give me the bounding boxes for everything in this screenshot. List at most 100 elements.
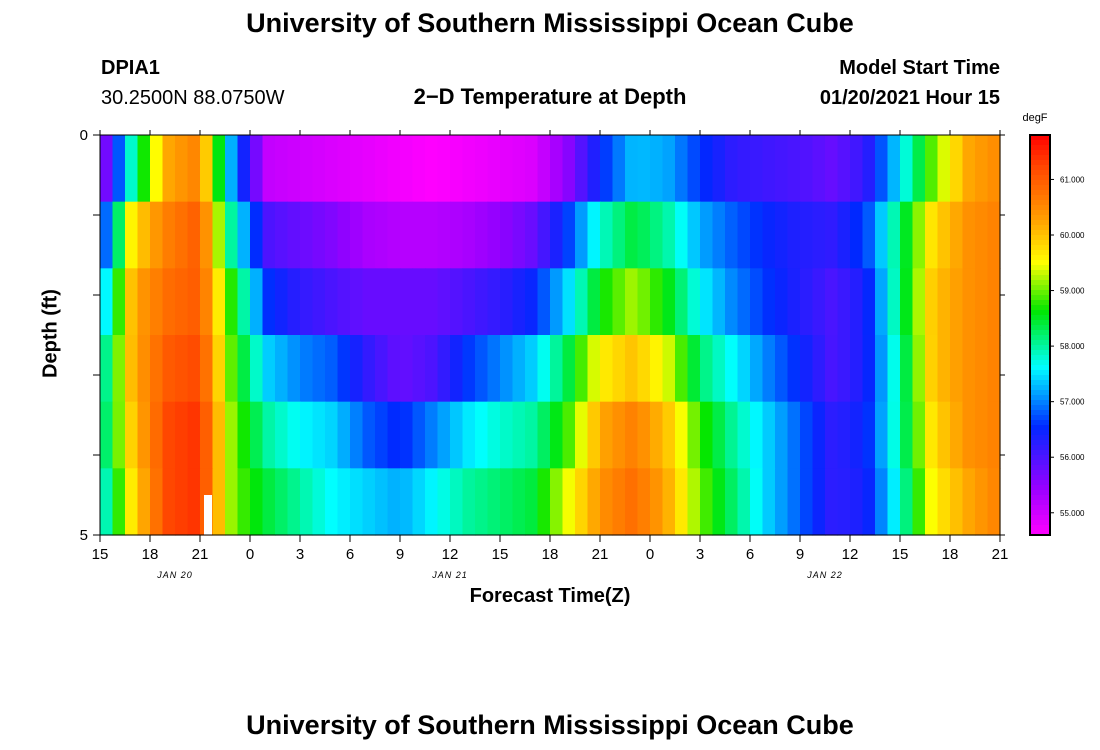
heatmap-cell <box>300 268 314 336</box>
heatmap-cell <box>337 468 351 536</box>
heatmap-cell <box>625 268 639 336</box>
heatmap-cell <box>212 401 226 469</box>
colorbar-swatch <box>1030 280 1050 286</box>
heatmap-cell <box>550 268 564 336</box>
heatmap-cell <box>725 468 739 536</box>
x-tick-label: 9 <box>396 546 404 563</box>
heatmap-cell <box>350 335 364 403</box>
heatmap-cell <box>325 468 339 536</box>
heatmap-cell <box>250 335 264 403</box>
heatmap-cell <box>825 201 839 269</box>
colorbar-swatch <box>1030 345 1050 351</box>
heatmap-cell <box>987 401 1001 469</box>
heatmap-cell <box>825 335 839 403</box>
heatmap-cell <box>637 201 651 269</box>
heatmap-cell <box>112 268 126 336</box>
heatmap-cell <box>850 335 864 403</box>
colorbar-swatch <box>1030 450 1050 456</box>
heatmap-cell <box>437 268 451 336</box>
heatmap-cell <box>725 268 739 336</box>
heatmap-cell <box>487 335 501 403</box>
heatmap-cell <box>762 201 776 269</box>
heatmap-cell <box>312 468 326 536</box>
heatmap-cell <box>800 401 814 469</box>
colorbar-swatch <box>1030 285 1050 291</box>
heatmap-cell <box>662 201 676 269</box>
heatmap-cell <box>462 335 476 403</box>
heatmap-cell <box>412 401 426 469</box>
heatmap-cell <box>175 135 189 203</box>
heatmap-cell <box>362 401 376 469</box>
heatmap-cell <box>437 335 451 403</box>
colorbar-swatch <box>1030 265 1050 271</box>
heatmap-cell <box>162 401 176 469</box>
colorbar-swatch <box>1030 405 1050 411</box>
x-tick-label: 12 <box>842 546 859 563</box>
colorbar-swatch <box>1030 275 1050 281</box>
heatmap-cell <box>400 268 414 336</box>
heatmap-cell <box>375 135 389 203</box>
heatmap-cell <box>125 335 139 403</box>
heatmap-cell <box>562 335 576 403</box>
heatmap-cell <box>587 135 601 203</box>
heatmap-cell <box>187 401 201 469</box>
colorbar-swatch <box>1030 245 1050 251</box>
heatmap-cell <box>962 468 976 536</box>
heatmap-cell <box>212 201 226 269</box>
heatmap-cell <box>412 468 426 536</box>
colorbar-tick-label: 58.000 <box>1060 342 1085 351</box>
heatmap-cell <box>162 468 176 536</box>
heatmap-cell <box>887 335 901 403</box>
colorbar-swatch <box>1030 250 1050 256</box>
heatmap-cell <box>612 335 626 403</box>
heatmap-cell <box>287 401 301 469</box>
heatmap-cell <box>650 135 664 203</box>
heatmap-cell <box>787 268 801 336</box>
heatmap-cell <box>662 135 676 203</box>
heatmap-cell <box>200 135 214 203</box>
heatmap-cell <box>337 135 351 203</box>
colorbar-swatch <box>1030 300 1050 306</box>
heatmap-cell <box>837 335 851 403</box>
heatmap-cell <box>600 268 614 336</box>
heatmap-cell <box>387 468 401 536</box>
heatmap-cell <box>900 335 914 403</box>
heatmap-cell <box>562 468 576 536</box>
heatmap-cell <box>375 401 389 469</box>
heatmap-cell <box>362 335 376 403</box>
colorbar-swatch <box>1030 375 1050 381</box>
x-tick-label: 18 <box>542 546 559 563</box>
heatmap-cell <box>600 335 614 403</box>
heatmap-cell <box>137 135 151 203</box>
heatmap-cell <box>750 335 764 403</box>
colorbar-swatch <box>1030 365 1050 371</box>
heatmap-cell <box>437 201 451 269</box>
heatmap-cell <box>237 268 251 336</box>
heatmap-cell <box>925 468 939 536</box>
heatmap-cell <box>262 135 276 203</box>
heatmap-cell <box>762 401 776 469</box>
colorbar-swatch <box>1030 205 1050 211</box>
heatmap-cell <box>525 135 539 203</box>
heatmap-cell <box>600 201 614 269</box>
heatmap-cell <box>700 335 714 403</box>
colorbar-swatch <box>1030 440 1050 446</box>
colorbar-swatch <box>1030 410 1050 416</box>
heatmap-cell <box>912 135 926 203</box>
heatmap-cell <box>900 268 914 336</box>
heatmap-cell <box>662 401 676 469</box>
heatmap-cell <box>312 201 326 269</box>
heatmap-cell <box>500 401 514 469</box>
heatmap-cell <box>462 135 476 203</box>
heatmap-cell <box>475 201 489 269</box>
heatmap-cell <box>237 201 251 269</box>
heatmap-cell <box>512 135 526 203</box>
heatmap-cell <box>125 201 139 269</box>
heatmap-cell <box>562 401 576 469</box>
heatmap-cell <box>500 201 514 269</box>
colorbar-unit: degF <box>1022 112 1048 124</box>
heatmap-cell <box>750 268 764 336</box>
colorbar-swatch <box>1030 315 1050 321</box>
heatmap-cell <box>550 468 564 536</box>
heatmap-cell <box>787 335 801 403</box>
